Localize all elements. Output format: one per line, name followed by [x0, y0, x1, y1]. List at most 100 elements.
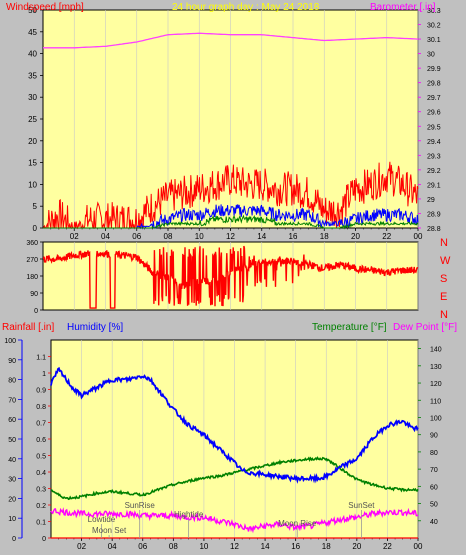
y-right-tick-label: 29.7: [427, 95, 441, 102]
compass-letter: W: [440, 255, 451, 267]
series-temperature: [50, 456, 419, 501]
compass-letter: E: [440, 291, 447, 303]
compass-letter: N: [440, 237, 448, 249]
x-tick-label: 22: [382, 232, 391, 241]
x-tick-label: 08: [164, 232, 173, 241]
y-left-tick-label: 20: [28, 137, 37, 146]
x-tick-label: 02: [70, 232, 79, 241]
x-tick-label: 14: [257, 232, 266, 241]
humidity-tick-label: 0: [12, 536, 16, 543]
wind-baro-chart: 02 04 06 08 10 12 14 16 18 20 22 000510152025303540…: [28, 6, 441, 241]
series-wind-low: [43, 214, 419, 230]
rain-tick-label: 0.8: [36, 404, 46, 411]
dewpoint-axis-label: Dew Point [°F]: [393, 322, 457, 333]
event-marker-label: SunRise: [125, 501, 156, 510]
direction-tick-label: 90: [30, 291, 38, 298]
event-marker-label: Moon Rise: [278, 519, 317, 528]
y-right-tick-label: 29.2: [427, 168, 441, 175]
rain-tick-label: 0.9: [36, 388, 46, 395]
humidity-tick-label: 70: [8, 397, 16, 404]
rain-tick-label: 1.1: [36, 355, 46, 362]
x-tick-label: 10: [195, 232, 204, 241]
y-right-tick-label: 28.8: [427, 226, 441, 233]
humidity-axis-label: Humidity [%]: [67, 322, 123, 333]
temp-humidity-chart: 02 04 06 08 10 12 14 16 18 20 22 000102030405060708…: [4, 338, 441, 551]
rain-tick-label: 0.1: [36, 520, 46, 527]
humidity-tick-label: 60: [8, 417, 16, 424]
event-marker-label: SunSet: [348, 501, 375, 510]
temp-tick-label: 90: [430, 433, 438, 440]
y-right-tick-label: 29.9: [427, 66, 441, 73]
y-left-tick-label: 30: [28, 93, 37, 102]
rain-tick-label: 0: [42, 536, 46, 543]
humidity-tick-label: 80: [8, 378, 16, 385]
x-tick-label: 06: [132, 232, 141, 241]
x-tick-label: 20: [351, 232, 360, 241]
x-tick-label: 04: [108, 542, 117, 551]
y-left-tick-label: 50: [28, 6, 37, 15]
rain-tick-label: 0.4: [36, 470, 46, 477]
rain-tick-label: 0.5: [36, 454, 46, 461]
y-right-tick-label: 30.2: [427, 23, 441, 30]
event-marker-label: Hightide: [174, 510, 204, 519]
temp-tick-label: 140: [430, 347, 442, 354]
temp-tick-label: 70: [430, 467, 438, 474]
rain-tick-label: 0.6: [36, 437, 46, 444]
temp-tick-label: 110: [430, 398, 441, 405]
x-tick-label: 14: [261, 542, 270, 551]
x-tick-label: 10: [199, 542, 208, 551]
event-marker-label: Lowtide: [88, 515, 116, 524]
y-left-tick-label: 0: [33, 224, 38, 233]
humidity-tick-label: 40: [8, 457, 16, 464]
series-humidity: [50, 366, 419, 484]
temperature-axis-label: Temperature [°F]: [312, 322, 387, 333]
event-marker-label: Moon Set: [92, 526, 127, 535]
y-left-tick-label: 40: [28, 50, 37, 59]
y-right-tick-label: 29.1: [427, 182, 441, 189]
x-tick-label: 16: [291, 542, 300, 551]
temp-tick-label: 80: [430, 450, 438, 457]
x-tick-label: 08: [169, 542, 178, 551]
temp-tick-label: 60: [430, 484, 438, 491]
x-tick-label: 06: [138, 542, 147, 551]
y-right-tick-label: 29.3: [427, 153, 441, 160]
temp-tick-label: 120: [430, 381, 442, 388]
direction-tick-label: 0: [34, 308, 38, 315]
chart-title: 24 hour graph day : May 24 2018: [172, 2, 320, 13]
series-barometer: [43, 32, 419, 49]
rain-tick-label: 0.3: [36, 487, 46, 494]
x-tick-label: 02: [77, 542, 86, 551]
y-left-tick-label: 35: [28, 71, 37, 80]
humidity-tick-label: 30: [8, 477, 16, 484]
y-left-tick-label: 5: [33, 202, 38, 211]
direction-tick-label: 270: [26, 257, 38, 264]
compass-letter: N: [440, 309, 448, 321]
temp-tick-label: 130: [430, 364, 442, 371]
x-tick-label: 20: [352, 542, 361, 551]
direction-tick-label: 180: [26, 274, 38, 281]
y-right-tick-label: 29.8: [427, 81, 441, 88]
series-dew-point: [50, 507, 419, 534]
temp-tick-label: 40: [430, 519, 438, 526]
rainfall-axis-label: Rainfall [.in]: [2, 322, 54, 333]
temp-tick-label: 50: [430, 502, 438, 509]
y-right-tick-label: 28.9: [427, 211, 441, 218]
compass-letter: S: [440, 273, 447, 285]
y-left-tick-label: 10: [28, 180, 37, 189]
rain-tick-label: 0.7: [36, 421, 46, 428]
x-tick-label: 04: [101, 232, 110, 241]
y-right-tick-label: 29.4: [427, 139, 441, 146]
direction-tick-label: 360: [26, 240, 38, 247]
y-right-tick-label: 29: [427, 197, 435, 204]
x-tick-label: 16: [289, 232, 298, 241]
windspeed-axis-label: Windspeed [mph]: [6, 2, 84, 13]
x-tick-label: 18: [320, 232, 329, 241]
x-tick-label: 00: [414, 232, 423, 241]
x-tick-label: 12: [230, 542, 239, 551]
temp-tick-label: 100: [430, 415, 442, 422]
y-right-tick-label: 29.5: [427, 124, 441, 131]
y-right-tick-label: 29.6: [427, 110, 441, 117]
